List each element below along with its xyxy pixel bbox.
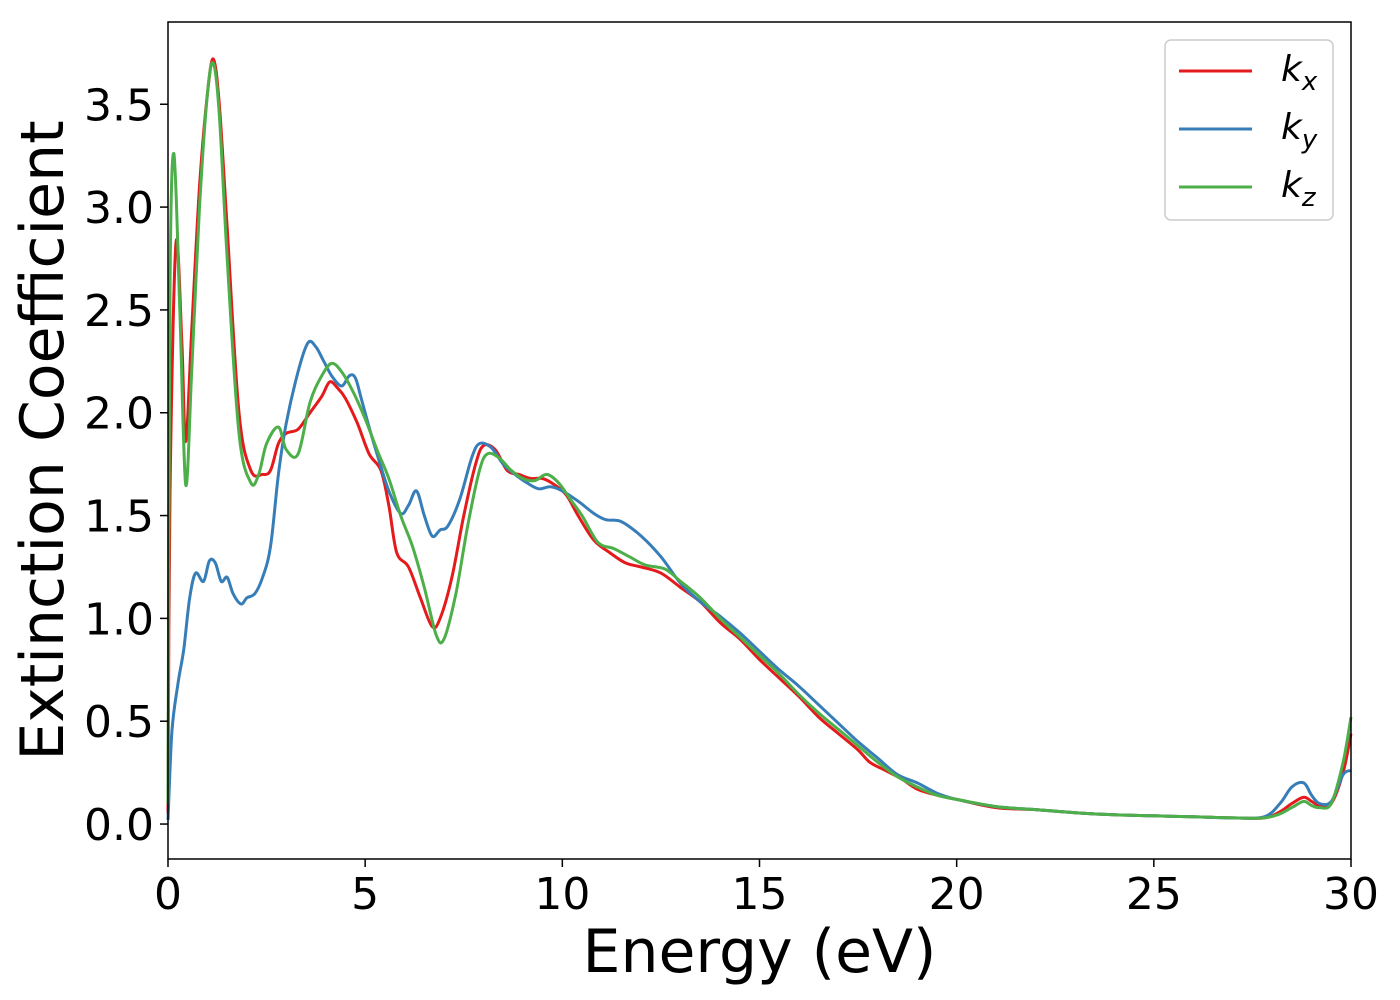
y-tick-label: 2.0 <box>84 389 154 440</box>
x-tick-label: 30 <box>1323 869 1379 920</box>
x-tick-label: 5 <box>351 869 379 920</box>
ticks-layer: 0 5 10 15 20 25 30 0.0 0.5 1.0 1.5 2.0 2.5 3.0 3.5 <box>84 80 1379 920</box>
series-line-kz <box>166 60 1353 820</box>
x-tick-label: 10 <box>534 869 590 920</box>
y-tick-label: 1.0 <box>84 594 154 645</box>
x-tick-label: 15 <box>732 869 788 920</box>
x-tick-label: 25 <box>1126 869 1182 920</box>
series-layer <box>166 57 1353 820</box>
y-tick-label: 0.5 <box>84 697 154 748</box>
x-tick-label: 0 <box>154 869 182 920</box>
legend-label-kx: kx <box>1281 49 1318 97</box>
series-line-ky <box>166 339 1352 820</box>
x-tick-label: 20 <box>929 869 985 920</box>
y-tick-label: 3.5 <box>84 80 154 131</box>
y-tick-label: 1.5 <box>84 492 154 543</box>
x-axis-title: Energy (eV) <box>583 917 937 987</box>
legend-label-ky: ky <box>1281 107 1318 155</box>
y-tick-label: 3.0 <box>84 183 154 234</box>
y-tick-label: 2.5 <box>84 286 154 337</box>
y-axis-title: Extinction Coefficient <box>8 120 78 760</box>
y-tick-label: 0.0 <box>84 800 154 851</box>
